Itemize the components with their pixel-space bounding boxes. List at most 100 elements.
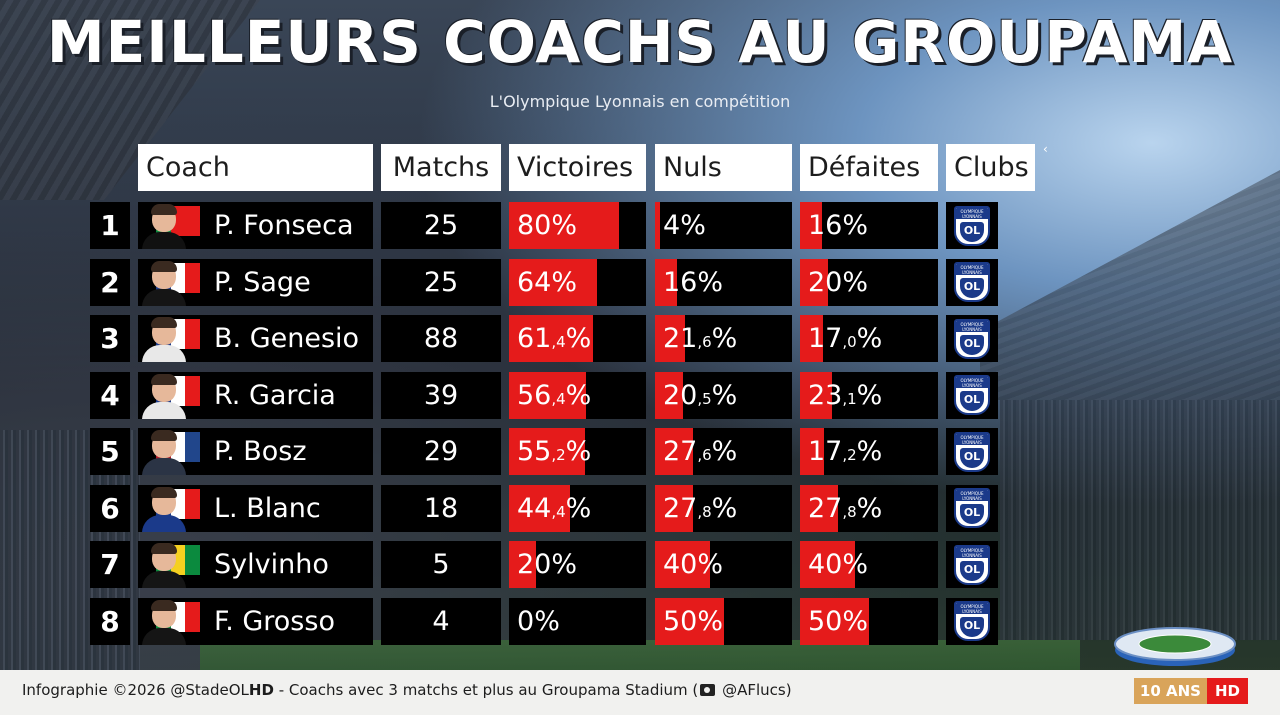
victoires-decimal: ,2 [551, 446, 566, 464]
nuls-decimal: ,8 [697, 502, 712, 521]
olympique-lyonnais-logo: OLYMPIQUE LYONNAIS OL [954, 318, 990, 359]
defaites-percent-sign: % [842, 266, 869, 298]
defaites-bar [800, 484, 839, 532]
nuls-cell: 21,6% [655, 315, 792, 362]
coach-cell: P. Sage [138, 258, 373, 306]
coach-photo [138, 202, 200, 249]
matchs-value: 29 [381, 428, 501, 475]
defaites-bar [800, 315, 824, 362]
victoires-int: 56 [517, 379, 552, 411]
defaites-percent-sign: % [856, 436, 883, 467]
victoires-percent-sign: % [551, 210, 578, 241]
nuls-bar [655, 484, 694, 532]
table-row: 2 P. Sage 25 64% 16% 20% OLYMPIQUE LYONNAIS OL [0, 258, 1280, 306]
nuls-bar [655, 371, 684, 419]
coach-name: B. Genesio [214, 323, 360, 354]
coach-cell: F. Grosso [138, 597, 373, 645]
coach-photo [138, 372, 200, 419]
badge-years: 10 ANS [1133, 678, 1207, 704]
defaites-value: 27,8% [808, 485, 882, 532]
crowd-right [1000, 400, 1280, 640]
victoires-int: 44 [517, 492, 552, 524]
coach-name: L. Blanc [214, 492, 321, 524]
victoires-value: 44,4% [517, 485, 591, 532]
defaites-bar [800, 258, 828, 306]
footer-prefix: Infographie ©2026 @StadeOL [22, 681, 249, 699]
defaites-int: 20 [808, 266, 843, 298]
coach-cell: L. Blanc [138, 484, 373, 532]
defaites-cell: 20% [800, 258, 938, 306]
victoires-bar [509, 202, 619, 249]
defaites-cell: 23,1% [800, 371, 938, 419]
defaites-percent-sign: % [856, 323, 883, 354]
olympique-lyonnais-logo: OLYMPIQUE LYONNAIS OL [954, 431, 990, 472]
victoires-cell: 80% [509, 202, 646, 249]
defaites-int: 40 [808, 549, 843, 580]
nuls-decimal: ,5 [697, 389, 712, 408]
column-header-matchs: Matchs [381, 144, 501, 191]
club-cell: OLYMPIQUE LYONNAIS OL [946, 371, 998, 419]
table-row: 1 P. Fonseca 25 80% 4% 16% OLYMPIQUE LYONNAIS OL [0, 202, 1280, 249]
defaites-cell: 16% [800, 202, 938, 249]
rank-number: 6 [90, 484, 130, 532]
column-header-coach: Coach [138, 144, 373, 191]
nuls-percent-sign: % [711, 436, 738, 467]
defaites-percent-sign: % [856, 492, 883, 524]
nuls-int: 40 [663, 549, 698, 580]
victoires-percent-sign: % [565, 379, 592, 411]
victoires-decimal: ,4 [551, 389, 566, 408]
victoires-cell: 64% [509, 258, 646, 306]
defaites-bar [800, 597, 869, 645]
victoires-percent-sign: % [565, 323, 592, 354]
club-cell: OLYMPIQUE LYONNAIS OL [946, 428, 998, 475]
nuls-percent-sign: % [697, 266, 724, 298]
footer-middle: - Coachs avec 3 matchs et plus au Groupa… [273, 681, 699, 699]
defaites-value: 17,0% [808, 315, 882, 362]
coach-photo [138, 259, 200, 306]
nuls-int: 16 [663, 266, 698, 298]
coach-cell: B. Genesio [138, 315, 373, 362]
defaites-int: 50 [808, 605, 843, 637]
club-cell: OLYMPIQUE LYONNAIS OL [946, 258, 998, 306]
table-row: 8 F. Grosso 4 0% 50% 50% OLYMPIQUE LYONNAIS OL [0, 597, 1280, 645]
victoires-value: 55,2% [517, 428, 591, 475]
defaites-value: 50% [808, 598, 868, 645]
matchs-value: 18 [381, 484, 501, 532]
table-row: 3 B. Genesio 88 61,4% 21,6% 17,0% OLYMPIQUE LYO… [0, 315, 1280, 362]
defaites-cell: 40% [800, 541, 938, 588]
defaites-cell: 17,0% [800, 315, 938, 362]
nuls-bar [655, 428, 693, 475]
victoires-value: 56,4% [517, 372, 591, 419]
victoires-int: 80 [517, 210, 552, 241]
defaites-cell: 17,2% [800, 428, 938, 475]
coach-photo [138, 598, 200, 645]
nuls-percent-sign: % [680, 210, 706, 241]
rank-number: 8 [90, 597, 130, 645]
rank-number: 3 [90, 315, 130, 362]
defaites-int: 16 [808, 210, 843, 241]
header-caret: ‹ [1043, 142, 1048, 156]
column-header-victoires: Victoires [509, 144, 646, 191]
coach-photo [138, 315, 200, 362]
coach-cell: Sylvinho [138, 541, 373, 588]
nuls-bar [655, 202, 661, 249]
victoires-value: 61,4% [517, 315, 591, 362]
nuls-bar [655, 541, 710, 588]
rank-number: 1 [90, 202, 130, 249]
victoires-cell: 0% [509, 597, 646, 645]
footer-hd: HD [248, 681, 274, 699]
nuls-cell: 27,8% [655, 484, 792, 532]
matchs-value: 88 [381, 315, 501, 362]
nuls-int: 21 [663, 323, 698, 354]
nuls-decimal: ,6 [697, 333, 712, 351]
column-header-defaites: Défaites [800, 144, 938, 191]
footer-handle: @AFlucs) [717, 681, 792, 699]
coach-name: Sylvinho [214, 549, 329, 580]
matchs-value: 25 [381, 258, 501, 306]
olympique-lyonnais-logo: OLYMPIQUE LYONNAIS OL [954, 601, 990, 641]
rank-number: 4 [90, 371, 130, 419]
defaites-decimal: ,8 [842, 502, 857, 521]
stadium-illustration [1110, 618, 1240, 668]
nuls-percent-sign: % [711, 492, 738, 524]
defaites-decimal: ,0 [842, 333, 857, 351]
